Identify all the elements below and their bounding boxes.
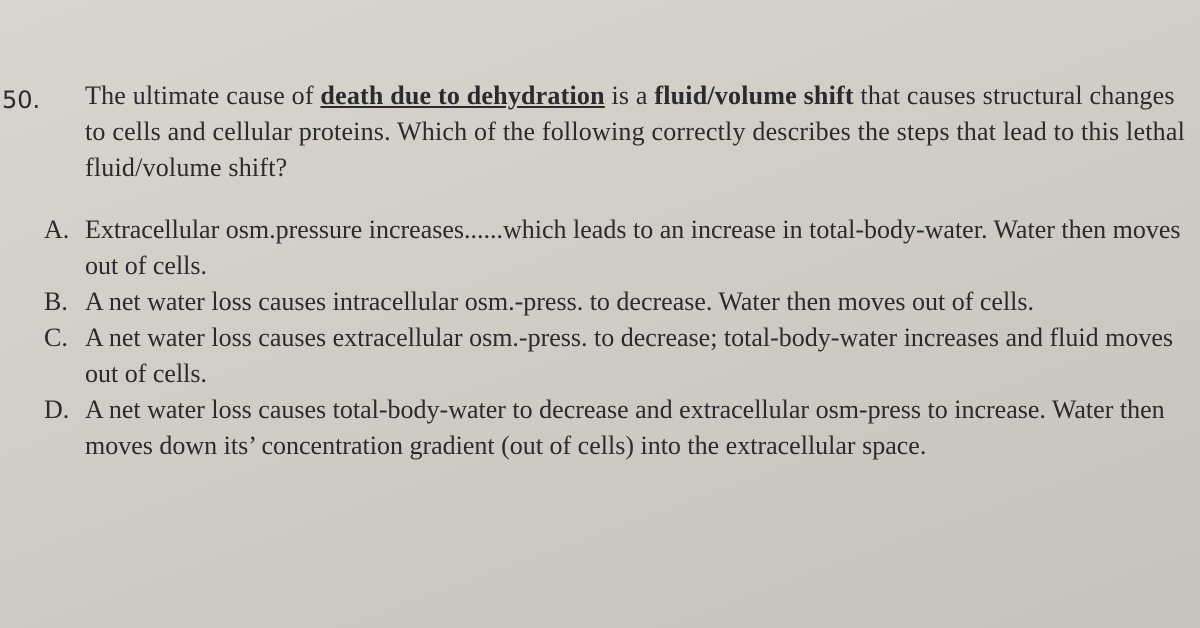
- option: B. A net water loss causes intracellular …: [44, 284, 1194, 320]
- question-number: 50.: [2, 86, 41, 114]
- stem-emphasis: fluid/volume shift: [654, 81, 854, 110]
- option: A. Extracellular osm.pressure increases..…: [44, 212, 1194, 284]
- stem-emphasis: death due to dehydration: [320, 81, 605, 110]
- stem-text: is a: [604, 81, 655, 110]
- question-stem: The ultimate cause of death due to dehyd…: [85, 78, 1190, 186]
- option-letter: D.: [44, 395, 70, 424]
- option: C. A net water loss causes extracellular …: [44, 320, 1194, 392]
- options: A. Extracellular osm.pressure increases..…: [44, 212, 1194, 464]
- option-letter: B.: [44, 287, 68, 316]
- stem-text: The ultimate cause of: [85, 81, 321, 110]
- option: D. A net water loss causes total-body-wat…: [44, 392, 1194, 464]
- option-letter: C.: [44, 323, 68, 352]
- option-text: Extracellular osm.pressure increases....…: [85, 215, 1181, 280]
- option-letter: A.: [44, 215, 70, 244]
- option-text: A net water loss causes total-body-water…: [85, 395, 1165, 460]
- option-text: A net water loss causes extracellular os…: [85, 323, 1174, 388]
- option-text: A net water loss causes intracellular os…: [85, 287, 1035, 316]
- stem-text: that causes structural changes to cells …: [85, 81, 1185, 182]
